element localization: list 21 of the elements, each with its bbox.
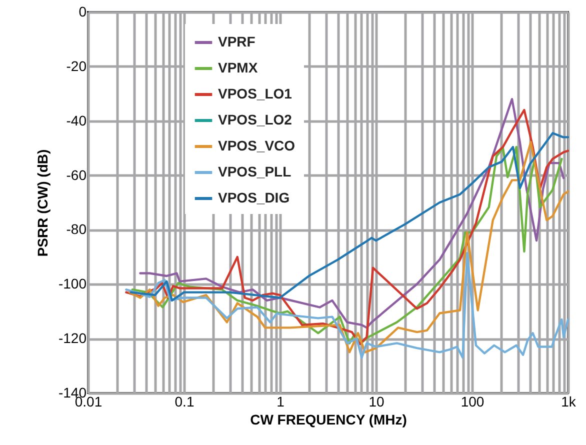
legend-label: VPOS_VCO xyxy=(218,138,296,154)
legend-label: VPOS_PLL xyxy=(218,164,292,180)
legend-label: VPOS_LO2 xyxy=(218,112,292,128)
x-tick-label: 1k xyxy=(561,394,577,410)
x-axis-title: CW FREQUENCY (MHz) xyxy=(250,412,407,428)
y-tick-label: -20 xyxy=(66,58,87,74)
x-tick-label: 100 xyxy=(460,394,484,410)
x-tick-label: 0.1 xyxy=(174,394,194,410)
y-tick-label: 0 xyxy=(78,4,87,20)
legend-label: VPMX xyxy=(218,60,258,76)
x-tick-label: 10 xyxy=(368,394,384,410)
legend-label: VPOS_LO1 xyxy=(218,86,292,102)
y-axis-title: PSRR (CW) (dB) xyxy=(34,149,50,257)
legend-label: VPOS_DIG xyxy=(218,190,290,206)
y-tick-label: -40 xyxy=(66,112,87,128)
y-tick-label: -80 xyxy=(66,221,87,238)
legend-label: VPRF xyxy=(218,34,256,50)
y-tick-label: -120 xyxy=(58,330,87,346)
x-tick-label: 1 xyxy=(276,394,285,410)
y-tick-label: -60 xyxy=(66,166,87,183)
y-tick-label: -100 xyxy=(58,276,87,292)
